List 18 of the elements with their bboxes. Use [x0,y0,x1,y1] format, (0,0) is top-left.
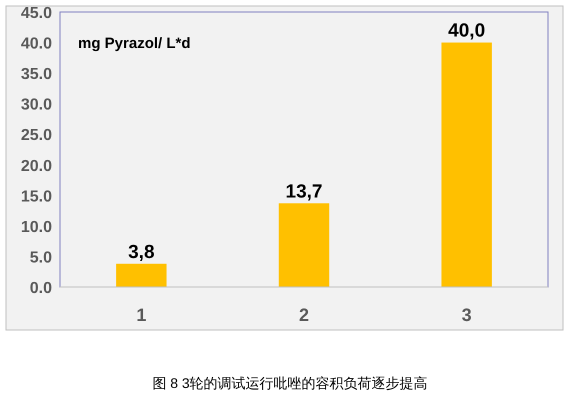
y-tick-label: 5.0 [30,249,52,266]
y-tick-label: 0.0 [30,280,52,297]
annotation: mg Pyrazol/ L*d [78,35,191,52]
x-tick-label: 2 [299,305,309,325]
x-tick-label: 3 [462,305,472,325]
y-tick-label: 40.0 [20,36,52,53]
y-tick-label: 45.0 [20,5,52,22]
y-tick-label: 10.0 [20,218,52,236]
data-label: 13,7 [286,181,322,202]
y-tick-label: 25.0 [20,127,52,144]
y-tick-label: 35.0 [20,66,52,84]
data-label: 3,8 [128,242,155,263]
y-tick-label: 30.0 [20,96,52,114]
y-tick-label: 15.0 [20,188,52,206]
data-label: 40,0 [448,20,486,42]
caption: 图 8 3轮的调试运行吡唑的容积负荷逐步提高 [152,375,428,391]
x-tick-label: 1 [136,305,146,325]
y-tick-label: 20.0 [20,158,52,175]
